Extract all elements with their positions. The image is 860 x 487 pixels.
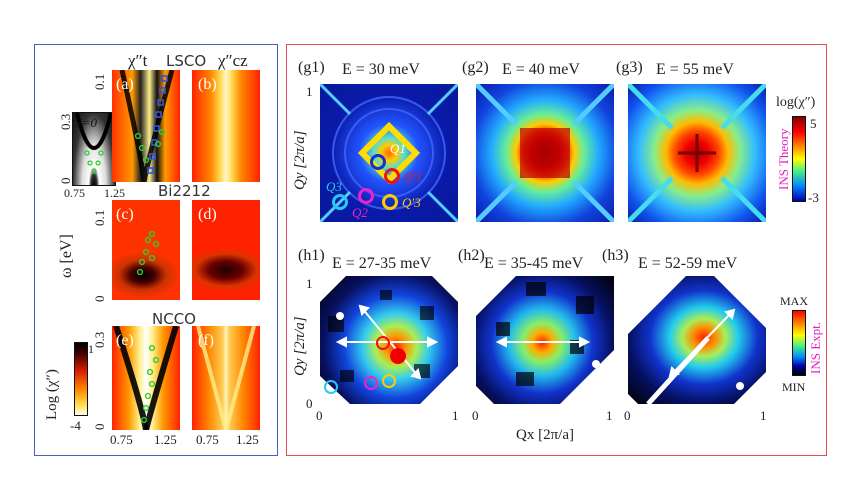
h3-plot [628, 276, 766, 404]
g2-id: (g2) [462, 59, 489, 76]
h1-q2-marker [364, 376, 378, 390]
h1-energy: E = 27-35 meV [332, 255, 432, 272]
inset-x0-label: x=0 [76, 115, 98, 130]
colorbar-label: Log (χ″) [44, 369, 60, 420]
xtick-e-right: 1.25 [154, 432, 177, 447]
omega-axis-label: ω [eV] [58, 234, 75, 278]
h1-q3p-marker [382, 374, 396, 388]
panel-c-label: (c) [116, 206, 134, 223]
g2-energy: E = 40 meV [502, 61, 580, 78]
q1-label: Q1 [390, 141, 406, 156]
panel-c-plot: (c) [112, 200, 180, 300]
panel-d-plot: (d) [192, 200, 260, 300]
colorbar-max: 1 [88, 342, 94, 356]
q2-marker [358, 188, 374, 204]
h1-q1p-marker [376, 336, 390, 350]
g1-energy: E = 30 meV [342, 61, 420, 78]
panel-a-label: (a) [116, 76, 134, 93]
colorbar-min: -4 [70, 418, 81, 433]
inset-x-right: 1.25 [104, 186, 125, 200]
theory-colorbar [792, 116, 806, 202]
tick-01-a: 0.1 [92, 73, 107, 90]
g3-id: (g3) [616, 59, 643, 76]
left-colorbar [74, 342, 88, 416]
ins-theory-tag: INS Theory [776, 128, 791, 190]
tick-03-e: 0.3 [92, 331, 107, 348]
xtick-f-left: 0.75 [196, 432, 219, 447]
panel-e-label: (e) [116, 332, 134, 349]
h3-xtick-1: 1 [760, 408, 767, 423]
expt-colorbar [792, 310, 806, 376]
g3-energy: E = 55 meV [656, 61, 734, 78]
left-figure-frame [34, 44, 278, 456]
right-figure-frame [286, 44, 827, 456]
g2-plot [476, 84, 614, 222]
theory-colorbar-label: log(χ″) [776, 95, 816, 110]
h-ylabel: Qy [2π/a] [292, 316, 308, 376]
h-ytick-1: 1 [306, 276, 313, 291]
tick-0-e: 0 [92, 423, 107, 431]
xtick-e-left: 0.75 [110, 432, 133, 447]
ncco-label: NCCO [152, 310, 196, 328]
q3-label: Q3 [326, 179, 342, 194]
h1-xtick-1: 1 [452, 408, 459, 423]
h2-id: (h2) [458, 247, 485, 264]
ins-expt-tag: INS Expt. [808, 322, 823, 374]
g-ytick-1: 1 [306, 84, 313, 99]
q1p-label: Q′1 [404, 169, 423, 184]
expt-colorbar-min: MIN [782, 380, 806, 394]
q3-marker [332, 194, 348, 210]
tick-01-c: 0.1 [92, 209, 107, 226]
q1p-marker [384, 168, 400, 184]
theory-colorbar-max: 5 [810, 116, 817, 131]
xtick-f-right: 1.25 [236, 432, 259, 447]
q2-label: Q2 [352, 205, 368, 220]
h1-xtick-0: 0 [316, 408, 323, 423]
h2-energy: E = 35-45 meV [484, 255, 584, 272]
qx-xlabel: Qx [2π/a] [516, 427, 574, 443]
q3p-marker [382, 194, 398, 210]
bi2212-label: Bi2212 [158, 182, 211, 200]
h3-energy: E = 52-59 meV [638, 255, 738, 272]
inset-tick-top: 0.3 [58, 113, 73, 130]
theory-colorbar-min: -3 [808, 190, 819, 205]
inset-x0-plot: x=0 [72, 112, 116, 186]
h2-plot [476, 276, 614, 404]
g1-plot: Q1 Q′1 Q3 Q2 Q′3 [320, 84, 458, 222]
inset-tick-bottom: 0 [58, 177, 73, 185]
g3-plot [628, 84, 766, 222]
q3p-label: Q′3 [402, 195, 421, 210]
tick-0-c: 0 [92, 295, 107, 303]
panel-e-plot: (e) [112, 326, 180, 430]
panel-f-plot: (f) [192, 326, 260, 430]
h-ytick-0: 0 [306, 396, 313, 411]
g-ylabel: Qy [2π/a] [292, 130, 308, 190]
h3-id: (h3) [602, 247, 629, 264]
panel-a-plot: (a) [112, 70, 180, 182]
inset-x-left: 0.75 [64, 186, 85, 200]
h2-xtick-0: 0 [472, 408, 479, 423]
h1-plot [320, 276, 458, 404]
chi-cz-title: χ″cz [218, 51, 248, 70]
expt-colorbar-max: MAX [780, 294, 809, 308]
h3-xtick-0: 0 [624, 408, 631, 423]
chi-t-title: χ″t [128, 51, 148, 70]
h2-xtick-1: 1 [606, 408, 613, 423]
panel-d-label: (d) [198, 206, 217, 223]
g1-id: (g1) [298, 59, 325, 76]
lsco-label: LSCO [166, 52, 207, 70]
h1-q3-marker [324, 380, 338, 394]
h1-id: (h1) [298, 247, 325, 264]
panel-b-plot: (b) [192, 70, 260, 182]
q1-marker [370, 154, 386, 170]
panel-b-label: (b) [198, 76, 217, 93]
panel-f-label: (f) [198, 332, 214, 349]
